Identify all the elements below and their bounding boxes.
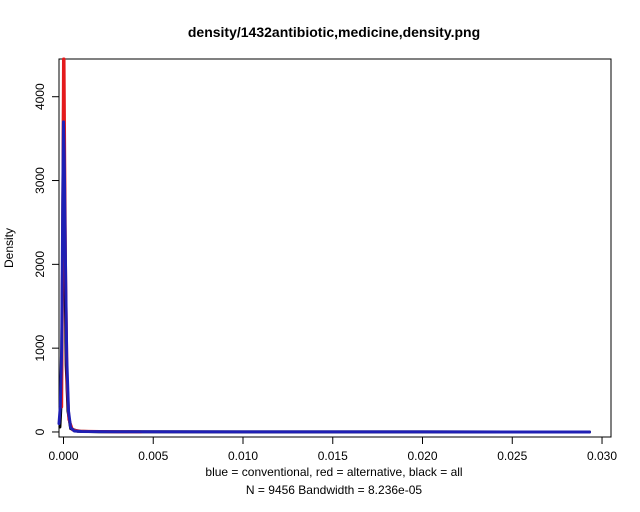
y-tick-label: 0 — [33, 428, 47, 435]
x-tick-label: 0.005 — [138, 449, 168, 463]
y-axis: 0 1000 2000 3000 4000 — [33, 83, 60, 435]
series-line-conventional — [57, 120, 591, 434]
x-axis: 0.000 0.005 0.010 0.015 0.020 0.025 0.030 — [48, 436, 617, 463]
x-axis-label-line-1: blue = conventional, red = alternative, … — [205, 465, 462, 479]
y-tick-label: 3000 — [33, 167, 47, 194]
x-tick-label: 0.025 — [497, 449, 527, 463]
x-axis-label-line-2: N = 9456 Bandwidth = 8.236e-05 — [246, 483, 422, 497]
x-tick-label: 0.010 — [228, 449, 258, 463]
plot-frame — [58, 58, 612, 438]
series-line-all — [58, 103, 591, 434]
y-axis-label: Density — [2, 228, 16, 268]
y-tick-label: 4000 — [33, 83, 47, 110]
series-layer — [57, 57, 591, 434]
x-tick-label: 0.030 — [587, 449, 617, 463]
x-tick-label: 0.020 — [407, 449, 437, 463]
x-tick-label: 0.015 — [318, 449, 348, 463]
series-line-alternative — [60, 57, 143, 434]
chart-title: density/1432antibiotic,medicine,density.… — [188, 24, 480, 40]
y-tick-label: 2000 — [33, 251, 47, 278]
y-tick-label: 1000 — [33, 334, 47, 361]
x-tick-label: 0.000 — [48, 449, 78, 463]
